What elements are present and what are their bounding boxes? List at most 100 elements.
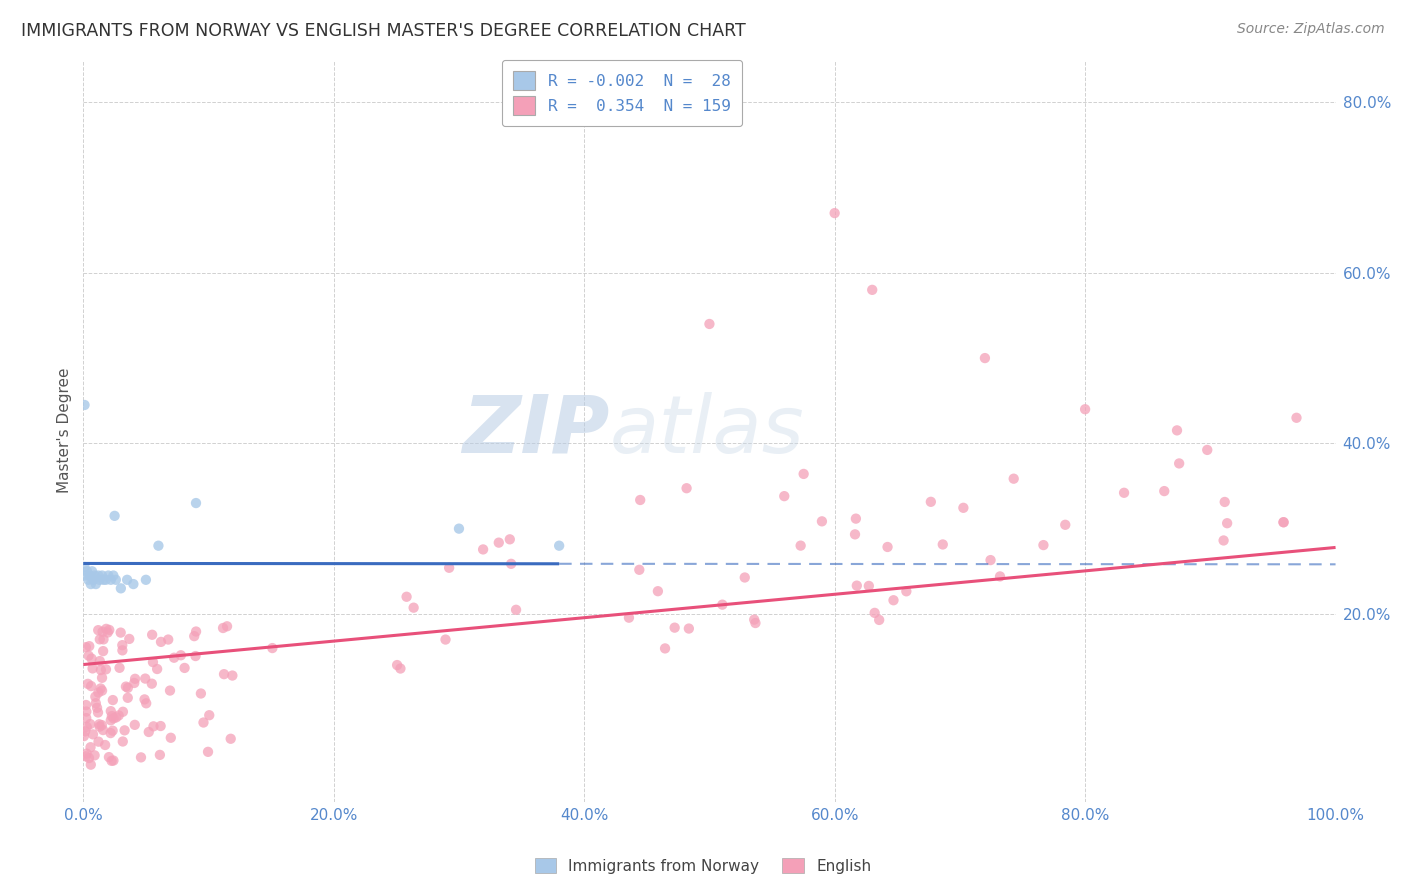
Point [149, 719, 172, 733]
Point [77, 648, 100, 663]
Point [91, 644, 114, 658]
Point [395, 590, 418, 604]
Point [811, 514, 834, 528]
Point [628, 563, 651, 577]
Point [75, 724, 97, 739]
Point [1285, 410, 1308, 425]
Point [654, 641, 676, 656]
Point [1054, 517, 1077, 532]
Point [193, 715, 215, 730]
Point [1032, 538, 1054, 552]
Point [1212, 533, 1234, 548]
Point [148, 539, 170, 553]
Point [87, 685, 110, 699]
Point [110, 625, 132, 640]
Text: Source: ZipAtlas.com: Source: ZipAtlas.com [1237, 22, 1385, 37]
Point [110, 582, 132, 596]
Point [98, 623, 121, 637]
Point [932, 537, 955, 551]
Point [135, 573, 157, 587]
Point [824, 206, 846, 220]
Point [84, 577, 107, 591]
Point [100, 713, 122, 727]
Point [773, 489, 796, 503]
Point [952, 500, 974, 515]
Point [77, 573, 100, 587]
Point [89, 654, 111, 668]
Point [868, 613, 890, 627]
Point [101, 709, 124, 723]
Point [91, 624, 114, 639]
Point [76, 564, 98, 578]
Point [1002, 472, 1025, 486]
Point [744, 615, 766, 630]
Point [80, 564, 103, 578]
Point [94, 662, 117, 676]
Point [134, 672, 156, 686]
Point [73, 560, 96, 574]
Point [402, 600, 425, 615]
Point [84, 690, 107, 704]
Point [91, 683, 114, 698]
Point [91, 671, 114, 685]
Point [90, 681, 112, 696]
Point [472, 542, 495, 557]
Point [96, 622, 118, 636]
Point [184, 648, 207, 663]
Point [505, 603, 527, 617]
Point [87, 568, 110, 582]
Point [1166, 423, 1188, 437]
Point [789, 539, 811, 553]
Point [499, 533, 522, 547]
Point [87, 734, 110, 748]
Point [114, 723, 136, 738]
Point [79, 740, 101, 755]
Point [80, 651, 103, 665]
Point [389, 661, 412, 675]
Point [437, 561, 460, 575]
Point [87, 623, 110, 637]
Point [1197, 442, 1219, 457]
Point [149, 747, 172, 762]
Point [215, 619, 238, 633]
Point [75, 568, 97, 582]
Point [221, 668, 243, 682]
Point [111, 643, 134, 657]
Point [711, 598, 734, 612]
Point [159, 683, 181, 698]
Point [75, 698, 97, 712]
Point [628, 493, 651, 508]
Point [858, 579, 880, 593]
Point [699, 317, 721, 331]
Point [845, 579, 868, 593]
Point [100, 754, 122, 768]
Point [135, 696, 157, 710]
Point [97, 750, 120, 764]
Point [91, 723, 114, 737]
Point [76, 677, 98, 691]
Point [90, 718, 112, 732]
Point [262, 641, 284, 656]
Point [163, 650, 186, 665]
Point [82, 727, 104, 741]
Point [118, 632, 141, 646]
Point [184, 496, 207, 510]
Point [90, 663, 112, 677]
Point [100, 704, 122, 718]
Point [863, 606, 886, 620]
Point [97, 568, 120, 582]
Point [173, 661, 195, 675]
Point [75, 749, 97, 764]
Point [80, 757, 103, 772]
Point [122, 577, 145, 591]
Point [212, 667, 235, 681]
Text: atlas: atlas [609, 392, 804, 469]
Point [1168, 457, 1191, 471]
Point [1153, 484, 1175, 499]
Point [882, 593, 904, 607]
Point [103, 711, 125, 725]
Point [77, 639, 100, 653]
Point [212, 621, 235, 635]
Point [100, 726, 122, 740]
Point [84, 696, 107, 710]
